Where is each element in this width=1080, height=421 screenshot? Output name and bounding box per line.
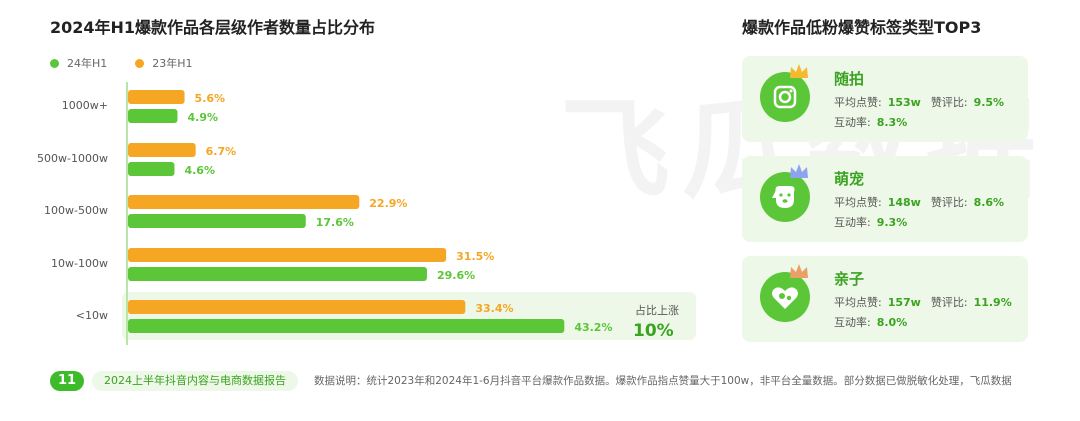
crown-silver-icon <box>790 164 808 178</box>
tag-stats-line: 平均点赞: 157w 赞评比: 11.9% <box>834 294 1022 310</box>
tag-card-qinzi: 亲子 平均点赞: 157w 赞评比: 11.9% 互动率: 8.0% <box>742 256 1028 342</box>
bar-24h1 <box>128 267 427 281</box>
legend-dot-orange <box>135 58 145 68</box>
ratio-value: 11.9% <box>973 296 1012 309</box>
data-label: 4.9% <box>187 111 218 124</box>
tag-stats-line: 平均点赞: 148w 赞评比: 8.6% <box>834 194 1014 210</box>
tag-card-mengchong: 萌宠 平均点赞: 148w 赞评比: 8.6% 互动率: 9.3% <box>742 156 1028 242</box>
bar-23h1 <box>128 300 466 314</box>
data-note: 数据说明：统计2023年和2024年1-6月抖音平台爆款作品数据。爆款作品指点赞… <box>314 375 1012 387</box>
avg-like-label: 平均点赞: <box>834 296 882 309</box>
legend-item-23h1: 23年H1 <box>135 55 193 71</box>
data-label: 22.9% <box>369 197 407 210</box>
avg-like-value: 148w <box>887 196 921 209</box>
bar-24h1 <box>128 162 175 176</box>
bar-24h1 <box>128 214 306 228</box>
bar-24h1 <box>128 109 178 123</box>
camera-icon <box>760 72 810 122</box>
ratio-value: 8.6% <box>973 196 1005 209</box>
legend-item-24h1: 24年H1 <box>50 55 107 71</box>
data-label: 43.2% <box>574 321 612 334</box>
data-label: 31.5% <box>456 250 494 263</box>
bar-chart: 1000w+ 5.6% 4.9% 500w-1000w 6.7% 4.6% 100w-500… <box>37 82 696 345</box>
avg-like-value: 153w <box>887 96 921 109</box>
tag-name: 萌宠 <box>834 170 865 188</box>
interact-value: 9.3% <box>876 216 908 229</box>
interact-label: 互动率: <box>834 116 871 129</box>
tag-interact-line: 互动率: 8.0% <box>834 314 917 330</box>
dog-icon <box>760 172 810 222</box>
data-label: 29.6% <box>437 269 475 282</box>
legend-label-24h1: 24年H1 <box>67 57 108 70</box>
avg-like-value: 157w <box>887 296 921 309</box>
tag-name: 亲子 <box>834 270 865 288</box>
data-label: 4.6% <box>184 164 215 177</box>
annotation-value: 10% <box>633 321 674 341</box>
tags-title: 爆款作品低粉爆赞标签类型TOP3 <box>742 18 982 37</box>
tag-interact-line: 互动率: 9.3% <box>834 214 917 230</box>
page-number-badge: 11 <box>50 371 84 391</box>
bar-23h1 <box>128 248 447 262</box>
data-label: 33.4% <box>475 302 513 315</box>
category-label: 1000w+ <box>62 99 108 112</box>
legend-label-23h1: 23年H1 <box>152 57 193 70</box>
ratio-label: 赞评比: <box>930 196 968 209</box>
interact-value: 8.0% <box>876 316 908 329</box>
category-label: <10w <box>76 309 108 322</box>
category-label: 100w-500w <box>44 204 108 217</box>
data-label: 5.6% <box>195 92 226 105</box>
tag-interact-line: 互动率: 8.3% <box>834 114 917 130</box>
ratio-label: 赞评比: <box>930 96 968 109</box>
crown-gold-icon <box>790 64 808 78</box>
tag-card-suipai: 随拍 平均点赞: 153w 赞评比: 9.5% 互动率: 8.3% <box>742 56 1028 142</box>
chart-legend: 24年H1 23年H1 <box>50 55 193 71</box>
annotation-label: 占比上涨 <box>635 303 679 317</box>
heart-family-icon <box>760 272 810 322</box>
data-label: 17.6% <box>316 216 354 229</box>
bar-24h1 <box>128 319 565 333</box>
tag-name: 随拍 <box>834 70 865 88</box>
category-label: 10w-100w <box>51 257 108 270</box>
ratio-label: 赞评比: <box>930 296 968 309</box>
data-label: 6.7% <box>206 145 237 158</box>
avg-like-label: 平均点赞: <box>834 96 882 109</box>
interact-label: 互动率: <box>834 316 871 329</box>
tag-stats-line: 平均点赞: 153w 赞评比: 9.5% <box>834 94 1014 110</box>
avg-like-label: 平均点赞: <box>834 196 882 209</box>
bar-23h1 <box>128 195 360 209</box>
interact-label: 互动率: <box>834 216 871 229</box>
interact-value: 8.3% <box>876 116 908 129</box>
legend-dot-green <box>50 58 59 68</box>
bar-23h1 <box>128 90 185 104</box>
crown-bronze-icon <box>790 264 808 278</box>
bar-23h1 <box>128 143 196 157</box>
category-label: 500w-1000w <box>37 152 108 165</box>
report-name-badge: 2024上半年抖音内容与电商数据报告 <box>92 371 298 391</box>
chart-title: 2024年H1爆款作品各层级作者数量占比分布 <box>50 18 376 37</box>
ratio-value: 9.5% <box>973 96 1005 109</box>
